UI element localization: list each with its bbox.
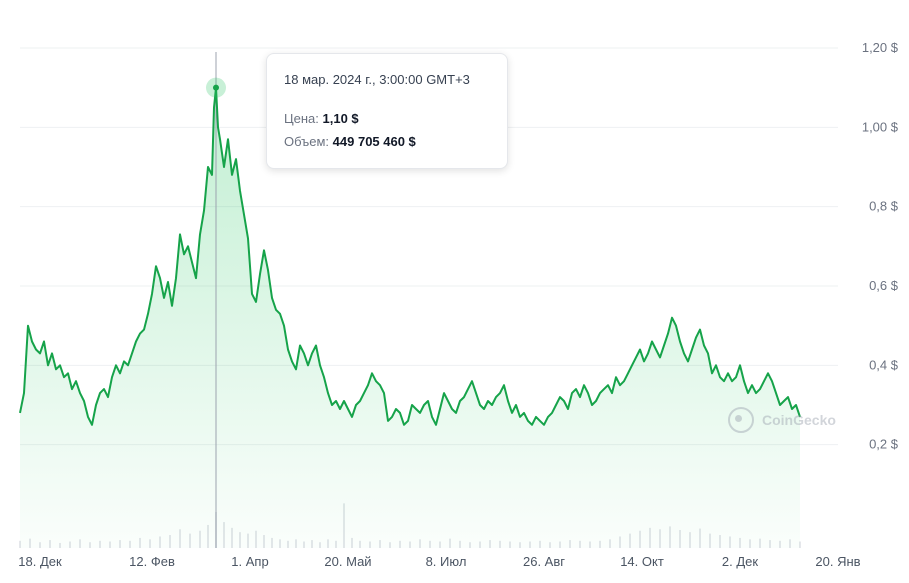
x-tick-label: 8. Июл <box>426 554 467 569</box>
y-axis: 1,20 $ 1,00 $ 0,8 $ 0,6 $ 0,4 $ 0,2 $ <box>862 40 899 452</box>
x-tick-label: 20. Янв <box>815 554 860 569</box>
tooltip-price-value: 1,10 $ <box>322 111 359 126</box>
y-tick-label: 0,4 $ <box>869 357 899 372</box>
y-tick-label: 1,20 $ <box>862 40 899 55</box>
coingecko-watermark: CoinGecko <box>728 407 836 433</box>
tooltip-volume-label: Объем: <box>284 134 330 149</box>
y-tick-label: 0,6 $ <box>869 278 899 293</box>
x-tick-label: 18. Дек <box>18 554 62 569</box>
price-area-fill <box>20 87 800 548</box>
tooltip-price-row: Цена: 1,10 $ <box>284 111 359 126</box>
x-tick-label: 26. Авг <box>523 554 565 569</box>
x-tick-label: 12. Фев <box>129 554 175 569</box>
tooltip-price-label: Цена: <box>284 111 319 126</box>
y-tick-label: 0,2 $ <box>869 437 899 452</box>
x-tick-label: 14. Окт <box>620 554 664 569</box>
price-line <box>19 86 801 426</box>
tooltip-volume-row: Объем: 449 705 460 $ <box>284 134 416 149</box>
tooltip-volume-value: 449 705 460 $ <box>332 134 416 149</box>
y-tick-label: 0,8 $ <box>869 199 899 214</box>
coingecko-logo-icon <box>728 407 754 433</box>
highlight-point[interactable] <box>213 84 219 91</box>
watermark-text: CoinGecko <box>762 412 836 428</box>
price-tooltip: 18 мар. 2024 г., 3:00:00 GMT+3 Цена: 1,1… <box>266 53 508 169</box>
tooltip-date: 18 мар. 2024 г., 3:00:00 GMT+3 <box>284 72 470 87</box>
x-tick-label: 20. Май <box>324 554 371 569</box>
x-axis: 18. Дек 12. Фев 1. Апр 20. Май 8. Июл 26. Авг… <box>18 554 860 569</box>
y-tick-label: 1,00 $ <box>862 119 899 134</box>
x-tick-label: 1. Апр <box>231 554 268 569</box>
x-tick-label: 2. Дек <box>722 554 758 569</box>
